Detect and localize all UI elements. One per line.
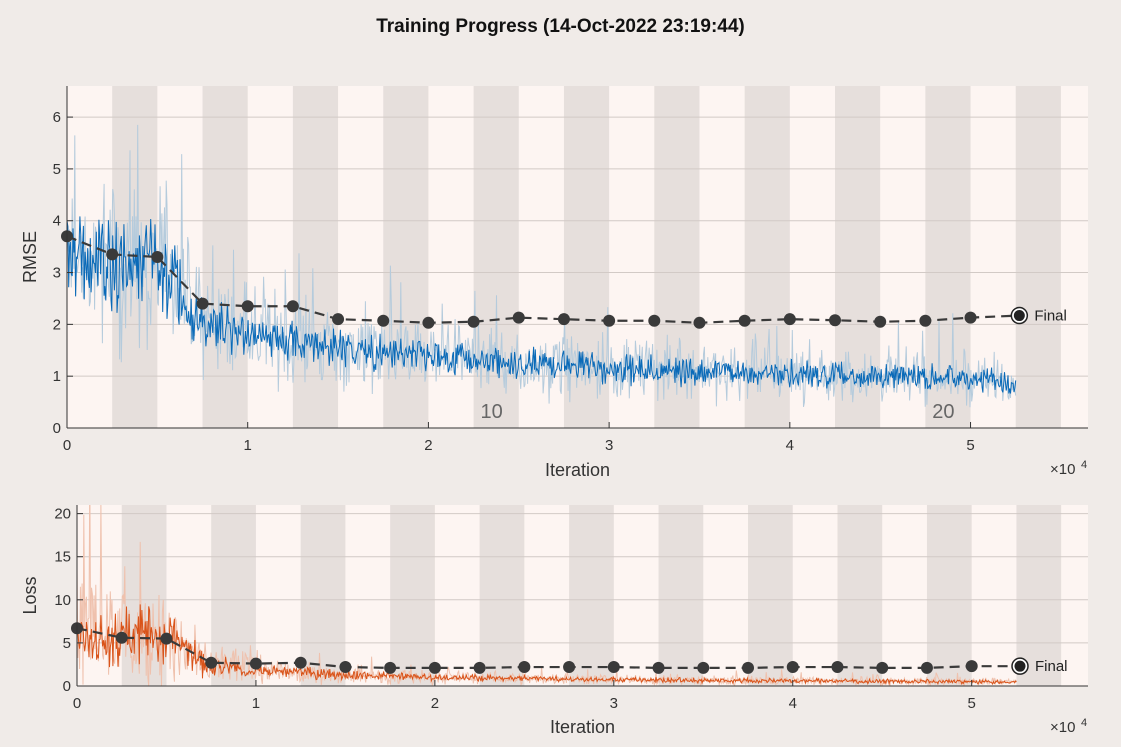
validation-point <box>693 316 706 329</box>
validation-point <box>205 656 218 669</box>
x-tick-label: 3 <box>610 695 618 712</box>
validation-point <box>876 661 889 674</box>
x-axis-label: Iteration <box>545 460 610 480</box>
x-tick-label: 3 <box>605 437 613 454</box>
validation-point <box>512 311 525 324</box>
x-tick-label: 4 <box>786 437 794 454</box>
validation-point <box>557 313 570 326</box>
final-marker-dot <box>1013 310 1025 322</box>
validation-point <box>607 661 620 674</box>
validation-point <box>965 660 978 673</box>
validation-point <box>196 297 209 310</box>
x-multiplier-exponent: 4 <box>1081 717 1087 729</box>
y-axis-label: RMSE <box>20 231 40 283</box>
y-tick-label: 20 <box>54 506 71 523</box>
x-tick-label: 0 <box>63 437 71 454</box>
y-tick-label: 10 <box>54 592 71 609</box>
x-multiplier: ×10 <box>1050 719 1075 736</box>
validation-point <box>697 661 710 674</box>
x-tick-label: 5 <box>966 437 974 454</box>
epoch-band <box>1015 86 1061 428</box>
validation-point <box>384 661 397 674</box>
epoch-band <box>569 505 614 686</box>
epoch-band <box>292 86 339 428</box>
x-tick-label: 1 <box>252 695 260 712</box>
validation-point <box>339 661 352 674</box>
validation-point <box>428 661 441 674</box>
y-tick-label: 4 <box>53 213 61 230</box>
final-marker-dot <box>1014 660 1026 672</box>
validation-point <box>249 657 262 670</box>
epoch-band <box>1016 505 1062 686</box>
validation-point <box>106 248 119 261</box>
y-tick-label: 3 <box>53 265 61 282</box>
epoch-band <box>202 86 248 428</box>
final-label: Final <box>1034 308 1067 325</box>
validation-point <box>518 661 531 674</box>
x-multiplier: ×10 <box>1050 461 1075 478</box>
validation-point <box>467 315 480 328</box>
epoch-band <box>479 505 525 686</box>
epoch-label: 10 <box>481 401 503 423</box>
validation-point <box>603 314 616 327</box>
x-tick-label: 1 <box>244 437 252 454</box>
x-axis-label: Iteration <box>550 717 615 737</box>
validation-point <box>377 314 390 327</box>
y-tick-label: 1 <box>53 368 61 385</box>
y-tick-label: 0 <box>53 420 61 437</box>
page-title: Training Progress (14-Oct-2022 23:19:44) <box>376 16 745 37</box>
validation-point <box>115 631 128 644</box>
validation-point <box>964 311 977 324</box>
validation-point <box>294 656 307 669</box>
y-tick-label: 5 <box>63 635 71 652</box>
validation-point <box>831 661 844 674</box>
y-tick-label: 0 <box>63 678 71 695</box>
y-axis-label: Loss <box>20 576 40 614</box>
validation-point <box>332 313 345 326</box>
validation-point <box>241 300 254 313</box>
validation-point <box>783 313 796 326</box>
validation-point <box>563 661 576 674</box>
y-tick-label: 5 <box>53 161 61 178</box>
validation-point <box>652 661 665 674</box>
y-tick-label: 15 <box>54 549 71 566</box>
epoch-band <box>300 505 346 686</box>
epoch-label: 20 <box>932 401 954 423</box>
epoch-band <box>658 505 704 686</box>
training-smoothed-series <box>77 604 1017 686</box>
validation-point <box>738 314 751 327</box>
epoch-band <box>926 505 972 686</box>
validation-point <box>919 314 932 327</box>
final-label: Final <box>1035 658 1068 675</box>
validation-point <box>151 251 164 263</box>
x-tick-label: 5 <box>968 695 976 712</box>
epoch-band <box>837 505 883 686</box>
validation-point <box>829 314 842 327</box>
epoch-band <box>390 505 435 686</box>
x-tick-label: 2 <box>431 695 439 712</box>
validation-line <box>66 235 1020 324</box>
validation-point <box>286 300 299 313</box>
training-raw-series <box>67 124 1017 408</box>
x-tick-label: 2 <box>424 437 432 454</box>
validation-point <box>920 661 933 674</box>
validation-point <box>160 632 173 645</box>
epoch-band <box>383 86 429 428</box>
validation-point <box>648 314 661 327</box>
validation-point <box>786 661 799 674</box>
y-tick-label: 6 <box>53 109 61 126</box>
validation-line <box>76 627 1021 670</box>
validation-point <box>874 315 887 328</box>
x-multiplier-exponent: 4 <box>1081 459 1087 471</box>
x-tick-label: 0 <box>73 695 81 712</box>
y-tick-label: 2 <box>53 316 61 333</box>
validation-point <box>742 661 755 674</box>
validation-point <box>422 316 435 329</box>
validation-point <box>473 661 486 674</box>
training-smoothed-series <box>67 216 1017 394</box>
x-tick-label: 4 <box>789 695 797 712</box>
epoch-band <box>748 505 793 686</box>
